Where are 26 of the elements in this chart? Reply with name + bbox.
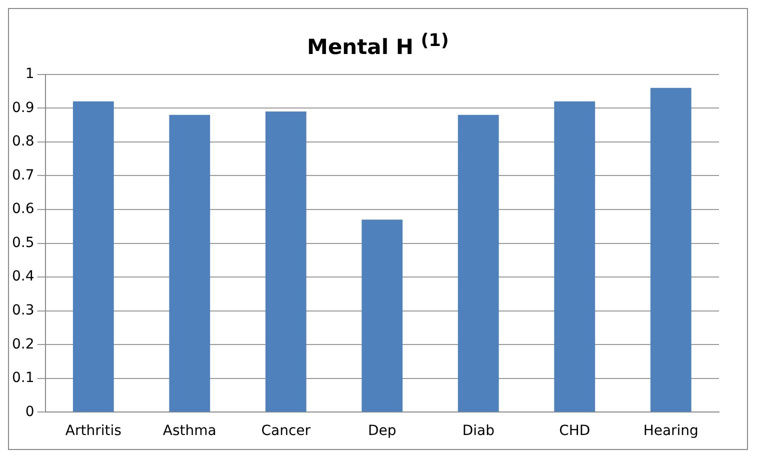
y-tick-label: 0.3 bbox=[12, 302, 34, 318]
chart-title: Mental H $^{(1)}$ bbox=[306, 31, 450, 61]
bar bbox=[362, 220, 403, 412]
bar bbox=[169, 114, 210, 412]
bar bbox=[650, 88, 692, 412]
x-tick-label: Cancer bbox=[261, 423, 311, 440]
x-tick-label: CHD bbox=[559, 423, 590, 440]
y-tick-label: 0.4 bbox=[12, 268, 34, 285]
bar bbox=[458, 114, 499, 412]
y-tick-label: 0 bbox=[25, 404, 34, 420]
y-tick-label: 1 bbox=[25, 66, 34, 82]
x-tick-label: Hearing bbox=[643, 423, 698, 440]
y-tick-label: 0.2 bbox=[12, 336, 34, 352]
y-tick-label: 0.7 bbox=[12, 167, 34, 184]
bar bbox=[554, 101, 596, 412]
y-tick-label: 0.5 bbox=[12, 234, 34, 251]
x-tick-label: Dep bbox=[368, 423, 396, 440]
y-tick-label: 0.8 bbox=[12, 134, 34, 150]
y-tick-label: 0.9 bbox=[12, 100, 34, 116]
x-tick-label: Asthma bbox=[162, 423, 216, 440]
bar bbox=[265, 112, 306, 412]
y-tick-label: 0.6 bbox=[12, 201, 34, 218]
y-tick-label: 0.1 bbox=[12, 370, 34, 386]
x-tick-label: Diab bbox=[462, 423, 495, 440]
bar bbox=[72, 101, 114, 412]
x-tick-label: Arthritis bbox=[65, 423, 122, 440]
